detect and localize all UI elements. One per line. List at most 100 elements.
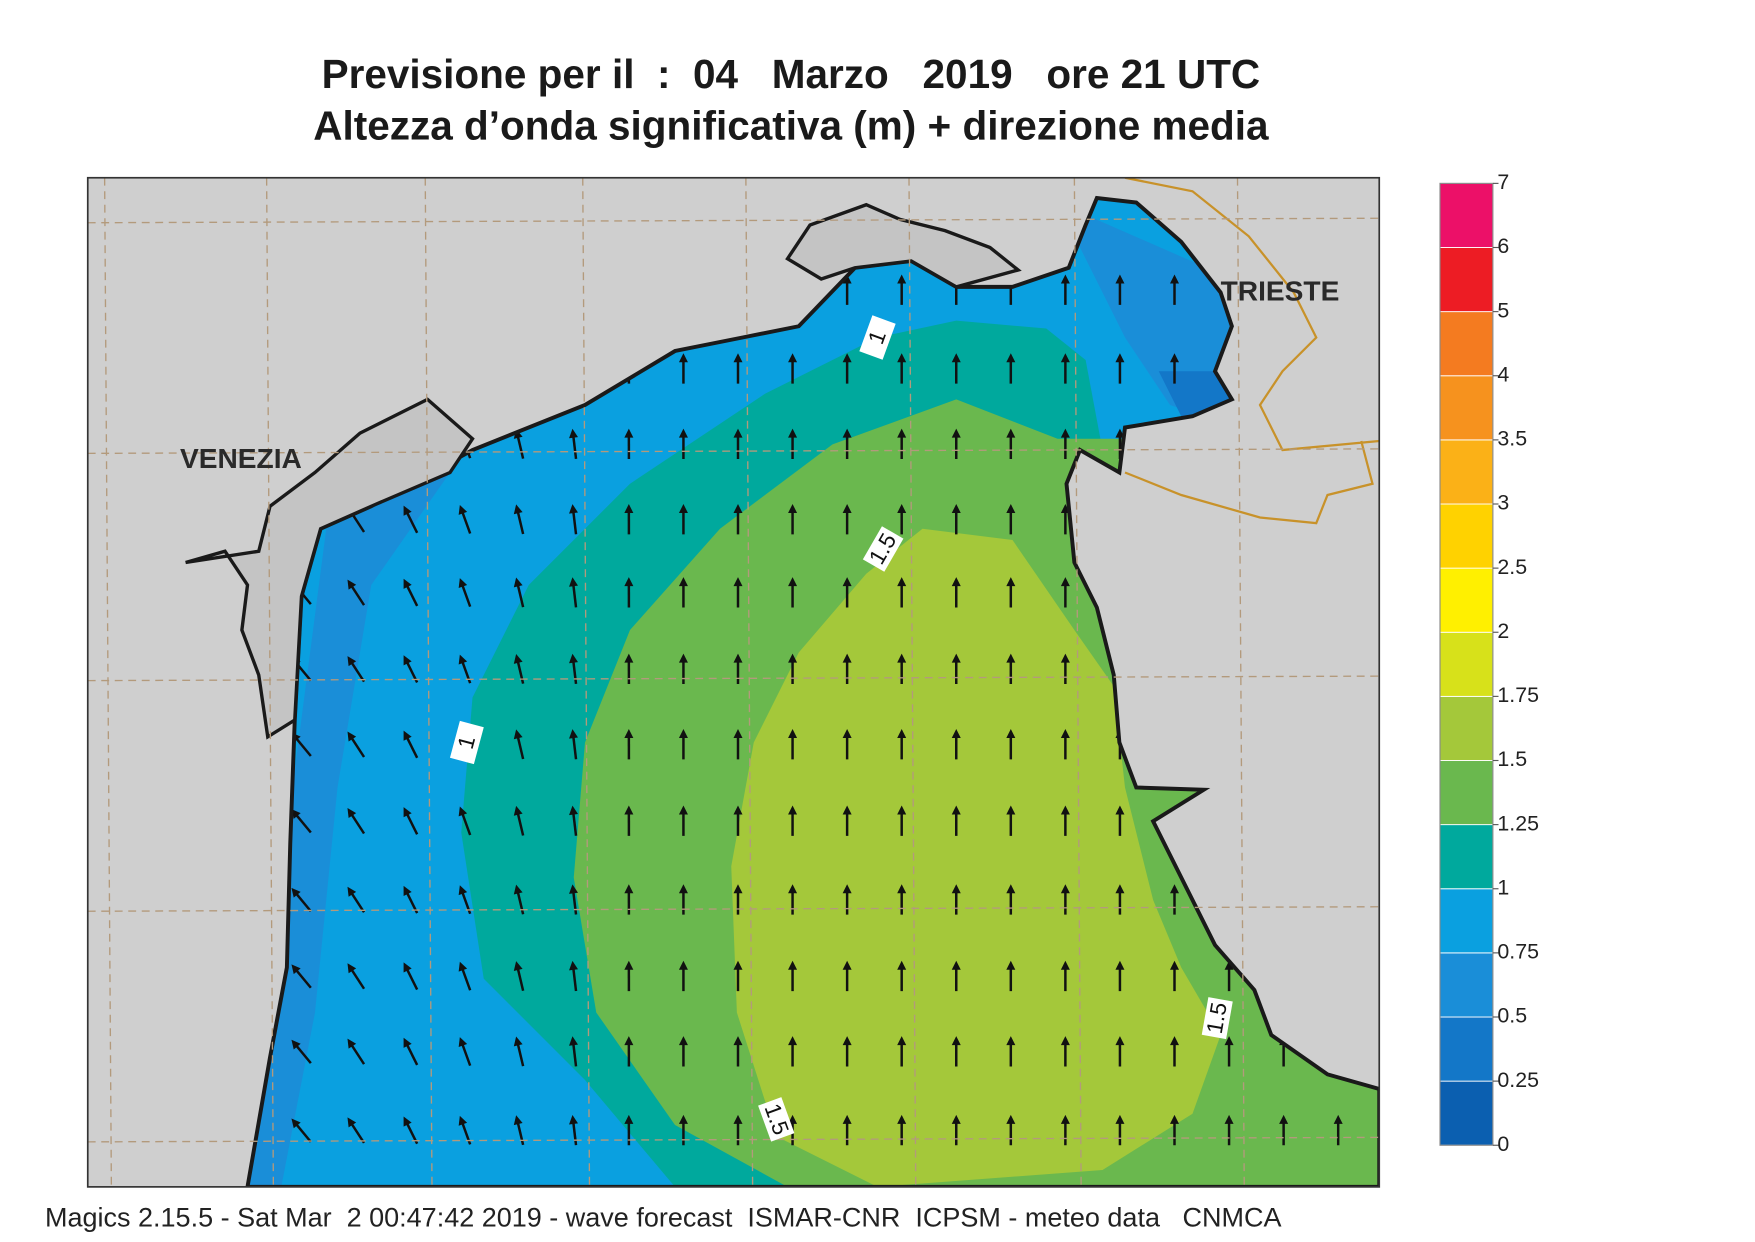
arrow-head [897, 504, 907, 513]
arrow [1115, 274, 1125, 305]
arrow [403, 885, 419, 914]
arrow [458, 961, 472, 991]
arrow [1006, 428, 1016, 459]
arrow-head [513, 654, 523, 664]
arrow-head [788, 1114, 798, 1124]
arrow [403, 1116, 419, 1145]
legend-band [1439, 503, 1494, 569]
arrow [1060, 653, 1070, 684]
arrow-head [1115, 1036, 1125, 1046]
arrow [733, 1036, 743, 1067]
arrow-head [1170, 960, 1179, 970]
arrow-head [788, 577, 798, 587]
arrow [897, 884, 907, 915]
arrow-head [1115, 805, 1125, 815]
arrow [788, 577, 798, 608]
arrow-head [733, 1114, 743, 1124]
arrow [624, 729, 634, 760]
contour-label-bg [449, 720, 484, 765]
arrow-head [1060, 805, 1070, 815]
legend-band [1439, 760, 1494, 826]
place-label: TRIESTE [1221, 275, 1340, 306]
legend-band [1439, 695, 1494, 761]
arrow-head [458, 504, 468, 515]
arrow [897, 274, 907, 305]
arrow-head [569, 504, 578, 514]
arrow-head [569, 653, 578, 664]
grid-line [103, 177, 113, 1187]
arrow-head [842, 1114, 852, 1124]
arrow-head [1006, 1114, 1016, 1124]
contour-label-bg [1201, 997, 1233, 1040]
arrow [291, 1039, 312, 1064]
arrow-head [569, 960, 578, 971]
arrow [1115, 1114, 1125, 1146]
arrow-head [678, 884, 688, 894]
arrow-head [788, 428, 798, 438]
arrow [624, 428, 634, 460]
arrow-head [951, 504, 961, 513]
arrow-head [569, 884, 578, 894]
arrow [842, 274, 852, 305]
arrow-head [678, 960, 688, 970]
arrow-head [897, 729, 907, 738]
arrow-head [788, 1036, 798, 1046]
arrow-head [347, 963, 357, 974]
arrow-head [403, 1037, 412, 1048]
arrow-head [788, 805, 798, 815]
arrow [1006, 805, 1016, 836]
arrow-head [897, 274, 907, 284]
arrow [569, 504, 578, 535]
arrow [842, 353, 852, 384]
arrow [842, 960, 852, 992]
arrow [788, 1036, 798, 1067]
arrow-head [403, 807, 412, 818]
arrow [624, 504, 634, 535]
arrow-head [1006, 805, 1016, 815]
arrow [1115, 805, 1125, 836]
arrow [951, 504, 961, 535]
arrow-head [624, 729, 634, 739]
arrow [569, 805, 578, 836]
contour-label: 1.5 [1201, 997, 1233, 1040]
arrow [897, 504, 907, 535]
arrow [733, 353, 743, 384]
arrow-head [897, 960, 907, 970]
arrow-head [1006, 577, 1016, 587]
arrow-head [291, 887, 301, 898]
arrow-head [1006, 960, 1016, 970]
legend-band [1439, 952, 1494, 1018]
arrow [403, 505, 419, 534]
legend-band [1439, 439, 1494, 505]
arrow [1006, 884, 1016, 915]
arrow [513, 729, 525, 760]
arrow-head [569, 1114, 578, 1125]
arrow-head [1006, 353, 1016, 363]
grid-line [582, 177, 591, 1187]
arrow [897, 428, 907, 459]
arrow-head [733, 577, 743, 587]
legend-frame [1439, 182, 1494, 1146]
arrow [347, 1038, 366, 1065]
legend-tick-label: 0.75 [1497, 940, 1539, 964]
arrow-head [624, 1114, 634, 1124]
arrow [788, 960, 798, 992]
band-15-175 [731, 528, 1221, 1187]
arrow-head [1115, 884, 1125, 894]
arrow-head [1006, 729, 1016, 738]
arrow-head [1224, 1114, 1234, 1124]
arrow-head [897, 653, 907, 663]
arrow [624, 884, 634, 915]
legend-band [1439, 375, 1494, 441]
arrow [569, 729, 578, 760]
arrow-head [1170, 274, 1179, 284]
contour-label-bg [862, 526, 904, 572]
arrow [951, 428, 961, 459]
legend-band [1439, 311, 1494, 377]
arrow-head [788, 960, 798, 970]
arrow [897, 729, 907, 760]
arrow-head [842, 653, 852, 663]
arrow [678, 1036, 688, 1067]
arrow [1060, 428, 1070, 459]
